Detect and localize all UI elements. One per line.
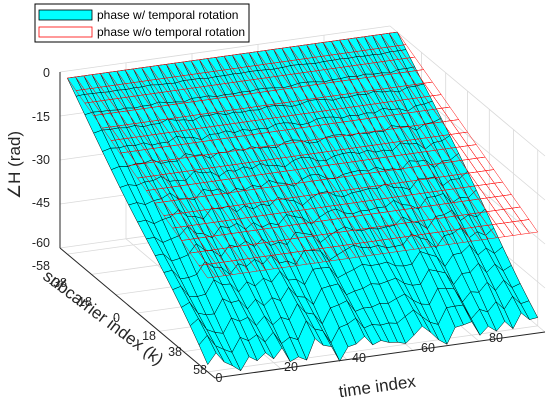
surface-patch-red (476, 170, 495, 185)
z-tick: 0 (43, 66, 50, 80)
y-tick: -18 (74, 295, 92, 309)
surface-patch-red (476, 156, 495, 171)
surface-patch-red (468, 157, 487, 173)
x-tick: 20 (284, 360, 298, 374)
y-axis-label: subcarrier index (k) (39, 266, 167, 369)
surface-patch-red (512, 220, 530, 235)
surface-patch-red (493, 181, 512, 196)
surface-patch-red (450, 119, 468, 134)
surface-patch-red (503, 221, 522, 236)
z-tick: -30 (32, 153, 50, 167)
surface-patch-red (467, 144, 486, 159)
surface-patch-red (495, 222, 514, 237)
x-axis-ticks: 0 20 40 60 80 (216, 331, 503, 385)
surface-patch-red (485, 169, 504, 184)
grid-line (59, 25, 391, 73)
z-tick: -45 (32, 196, 50, 210)
z-tick: -15 (32, 110, 50, 124)
series-red-mesh (66, 31, 539, 279)
grid-line (207, 325, 538, 373)
z-axis-ticks: 0 -15 -30 -45 -60 (32, 66, 50, 250)
surface-patch-cyan (198, 334, 217, 366)
legend-swatch-red (38, 26, 93, 38)
z-axis-label: ∠H (rad) (5, 131, 24, 199)
surface-patch-red (494, 195, 513, 210)
y-axis-ticks: -58 -38 -18 0 18 38 58 (32, 259, 207, 377)
surface-patch-red (502, 194, 521, 209)
y-tick: 0 (113, 311, 120, 325)
surface-patch-red (432, 94, 451, 109)
surface-patch-red (459, 145, 478, 160)
x-tick: 60 (421, 341, 435, 355)
axis-lines (59, 72, 546, 379)
surface-patch-red (477, 184, 496, 199)
legend-swatch-cyan (38, 9, 93, 21)
legend: phase w/ temporal rotation phase w/o tem… (34, 3, 250, 43)
surface-patch-red (485, 182, 504, 198)
y-tick: -58 (32, 259, 50, 273)
y-tick: 58 (193, 363, 207, 377)
surface-patch-red (503, 207, 522, 223)
series-cyan-surface (66, 31, 539, 372)
surface-patch-red (441, 106, 460, 121)
y-tick: -38 (49, 276, 67, 290)
x-tick: 40 (352, 351, 366, 365)
z-tick: -60 (32, 236, 50, 250)
x-tick: 80 (489, 331, 503, 345)
legend-label: phase w/ temporal rotation (97, 8, 238, 22)
x-tick: 0 (216, 371, 223, 385)
y-axis-line (59, 247, 216, 379)
y-tick: 38 (168, 345, 182, 359)
surface-patch-red (494, 209, 513, 224)
y-tick: 18 (142, 329, 156, 343)
surface-patch-red (198, 264, 217, 279)
x-axis-label: time index (338, 372, 418, 400)
x-axis-line (214, 331, 546, 379)
legend-label: phase w/o temporal rotation (97, 25, 245, 39)
